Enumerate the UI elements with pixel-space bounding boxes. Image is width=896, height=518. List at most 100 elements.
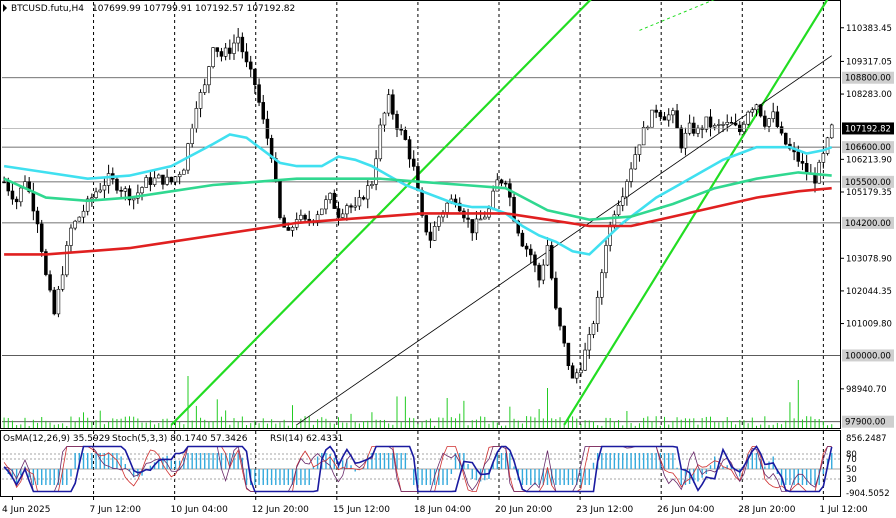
- candle-body: [566, 342, 571, 366]
- candle-body: [94, 191, 98, 198]
- level-tag-label: 108800.00: [845, 74, 891, 84]
- candle-body: [612, 214, 617, 226]
- time-tick-label: 15 Jun 12:00: [333, 505, 390, 515]
- candle-body: [332, 192, 337, 209]
- candle-body: [420, 190, 424, 216]
- time-tick-label: 18 Jun 04:00: [414, 505, 471, 515]
- moving-averages: [3, 133, 833, 256]
- candle-body: [19, 187, 23, 203]
- candle-body: [604, 245, 608, 274]
- time-tick-label: 12 Jun 20:00: [252, 505, 309, 515]
- candle-body: [395, 113, 399, 130]
- candle-body: [562, 325, 566, 344]
- candle-body: [549, 245, 554, 279]
- channel-extension: [639, 0, 715, 31]
- candle-body: [416, 166, 420, 191]
- level-tag-label: 100000.00: [845, 351, 891, 361]
- candle-body: [27, 181, 31, 193]
- candle-body: [386, 94, 391, 114]
- candle-body: [131, 197, 136, 201]
- candle-body: [746, 111, 750, 125]
- level-tag: [842, 141, 894, 154]
- candle-body: [148, 177, 153, 185]
- candle-body: [654, 109, 658, 113]
- candle-body: [353, 205, 357, 208]
- candle-body: [796, 151, 801, 162]
- stoch-main-line: [3, 445, 833, 493]
- candle-body: [391, 94, 395, 115]
- ma-slow-line: [4, 186, 832, 256]
- candle-body: [529, 248, 533, 256]
- candle-body: [767, 118, 771, 127]
- candle-body: [202, 84, 207, 93]
- trendline: [296, 55, 832, 426]
- candle-body: [758, 104, 763, 117]
- candle-body: [182, 169, 186, 175]
- candle-body: [771, 111, 775, 119]
- candle-body: [35, 210, 40, 225]
- price-tick-label: 103078.90: [846, 254, 892, 264]
- candle-body: [324, 199, 328, 210]
- candle-body: [641, 127, 646, 146]
- candle-body: [570, 365, 575, 379]
- candle-body: [587, 334, 592, 351]
- indicator-header: OsMA(12,26,9) 35.5929 Stoch(5,3,3) 80.17…: [3, 434, 343, 444]
- candle-body: [244, 51, 249, 63]
- header: BTCUSD.futu,H4 107699.99 107799.91 10719…: [3, 4, 295, 14]
- candle-body: [742, 123, 746, 133]
- candle-body: [537, 264, 541, 281]
- indicator-axis-label: 856.2487: [846, 434, 887, 444]
- price-axis: 110383.45 109317.05 108283.00 106213.90 1051…: [2, 24, 894, 395]
- candle-body: [754, 104, 759, 111]
- candle-body: [554, 277, 558, 309]
- candle-body: [683, 132, 688, 149]
- candle-body: [717, 124, 721, 126]
- candle-body: [307, 218, 311, 221]
- candle-body: [520, 232, 525, 247]
- candle-body: [286, 227, 291, 231]
- indicator-axis-label: 50: [846, 465, 857, 475]
- candle-body: [700, 127, 704, 130]
- price-tick-label: 108283.00: [846, 90, 892, 100]
- volume-bars: [3, 376, 833, 428]
- candle-body: [207, 66, 211, 86]
- candle-body: [119, 189, 123, 192]
- candle-body: [595, 296, 600, 325]
- candle-body: [629, 168, 633, 182]
- price-tick-label: 109317.05: [846, 57, 892, 67]
- candle-body: [361, 197, 366, 200]
- candle-body: [345, 205, 349, 215]
- candle-body: [370, 184, 374, 187]
- candle-body: [228, 47, 232, 54]
- candle-body: [662, 116, 667, 121]
- candle-body: [127, 188, 132, 201]
- price-tick-label: 110383.45: [846, 24, 892, 34]
- candle-body: [56, 288, 61, 315]
- candle-body: [403, 129, 408, 140]
- candle-body: [123, 188, 128, 192]
- candle-body: [282, 217, 286, 228]
- candle-body: [44, 251, 48, 275]
- candle-body: [232, 42, 236, 54]
- candle-body: [545, 245, 550, 266]
- candle-body: [483, 216, 487, 220]
- price-tick-label: 98940.70: [846, 385, 887, 395]
- candle-body: [474, 218, 479, 234]
- level-tag-label: 106600.00: [845, 143, 891, 153]
- candle-body: [445, 202, 449, 213]
- candle-body: [10, 190, 15, 200]
- candle-body: [169, 176, 174, 183]
- candle-body: [194, 108, 199, 129]
- candle-body: [253, 68, 257, 86]
- candle-body: [704, 116, 709, 130]
- time-tick-label: 28 Jun 20:00: [738, 505, 795, 515]
- collapse-arrow-icon[interactable]: [3, 4, 7, 12]
- price-tick-label: 105179.35: [846, 188, 892, 198]
- candle-body: [620, 196, 625, 206]
- candle-body: [31, 191, 36, 212]
- level-tag-label: 105500.00: [845, 178, 891, 188]
- channel-line: [563, 0, 829, 426]
- candle-body: [625, 181, 629, 198]
